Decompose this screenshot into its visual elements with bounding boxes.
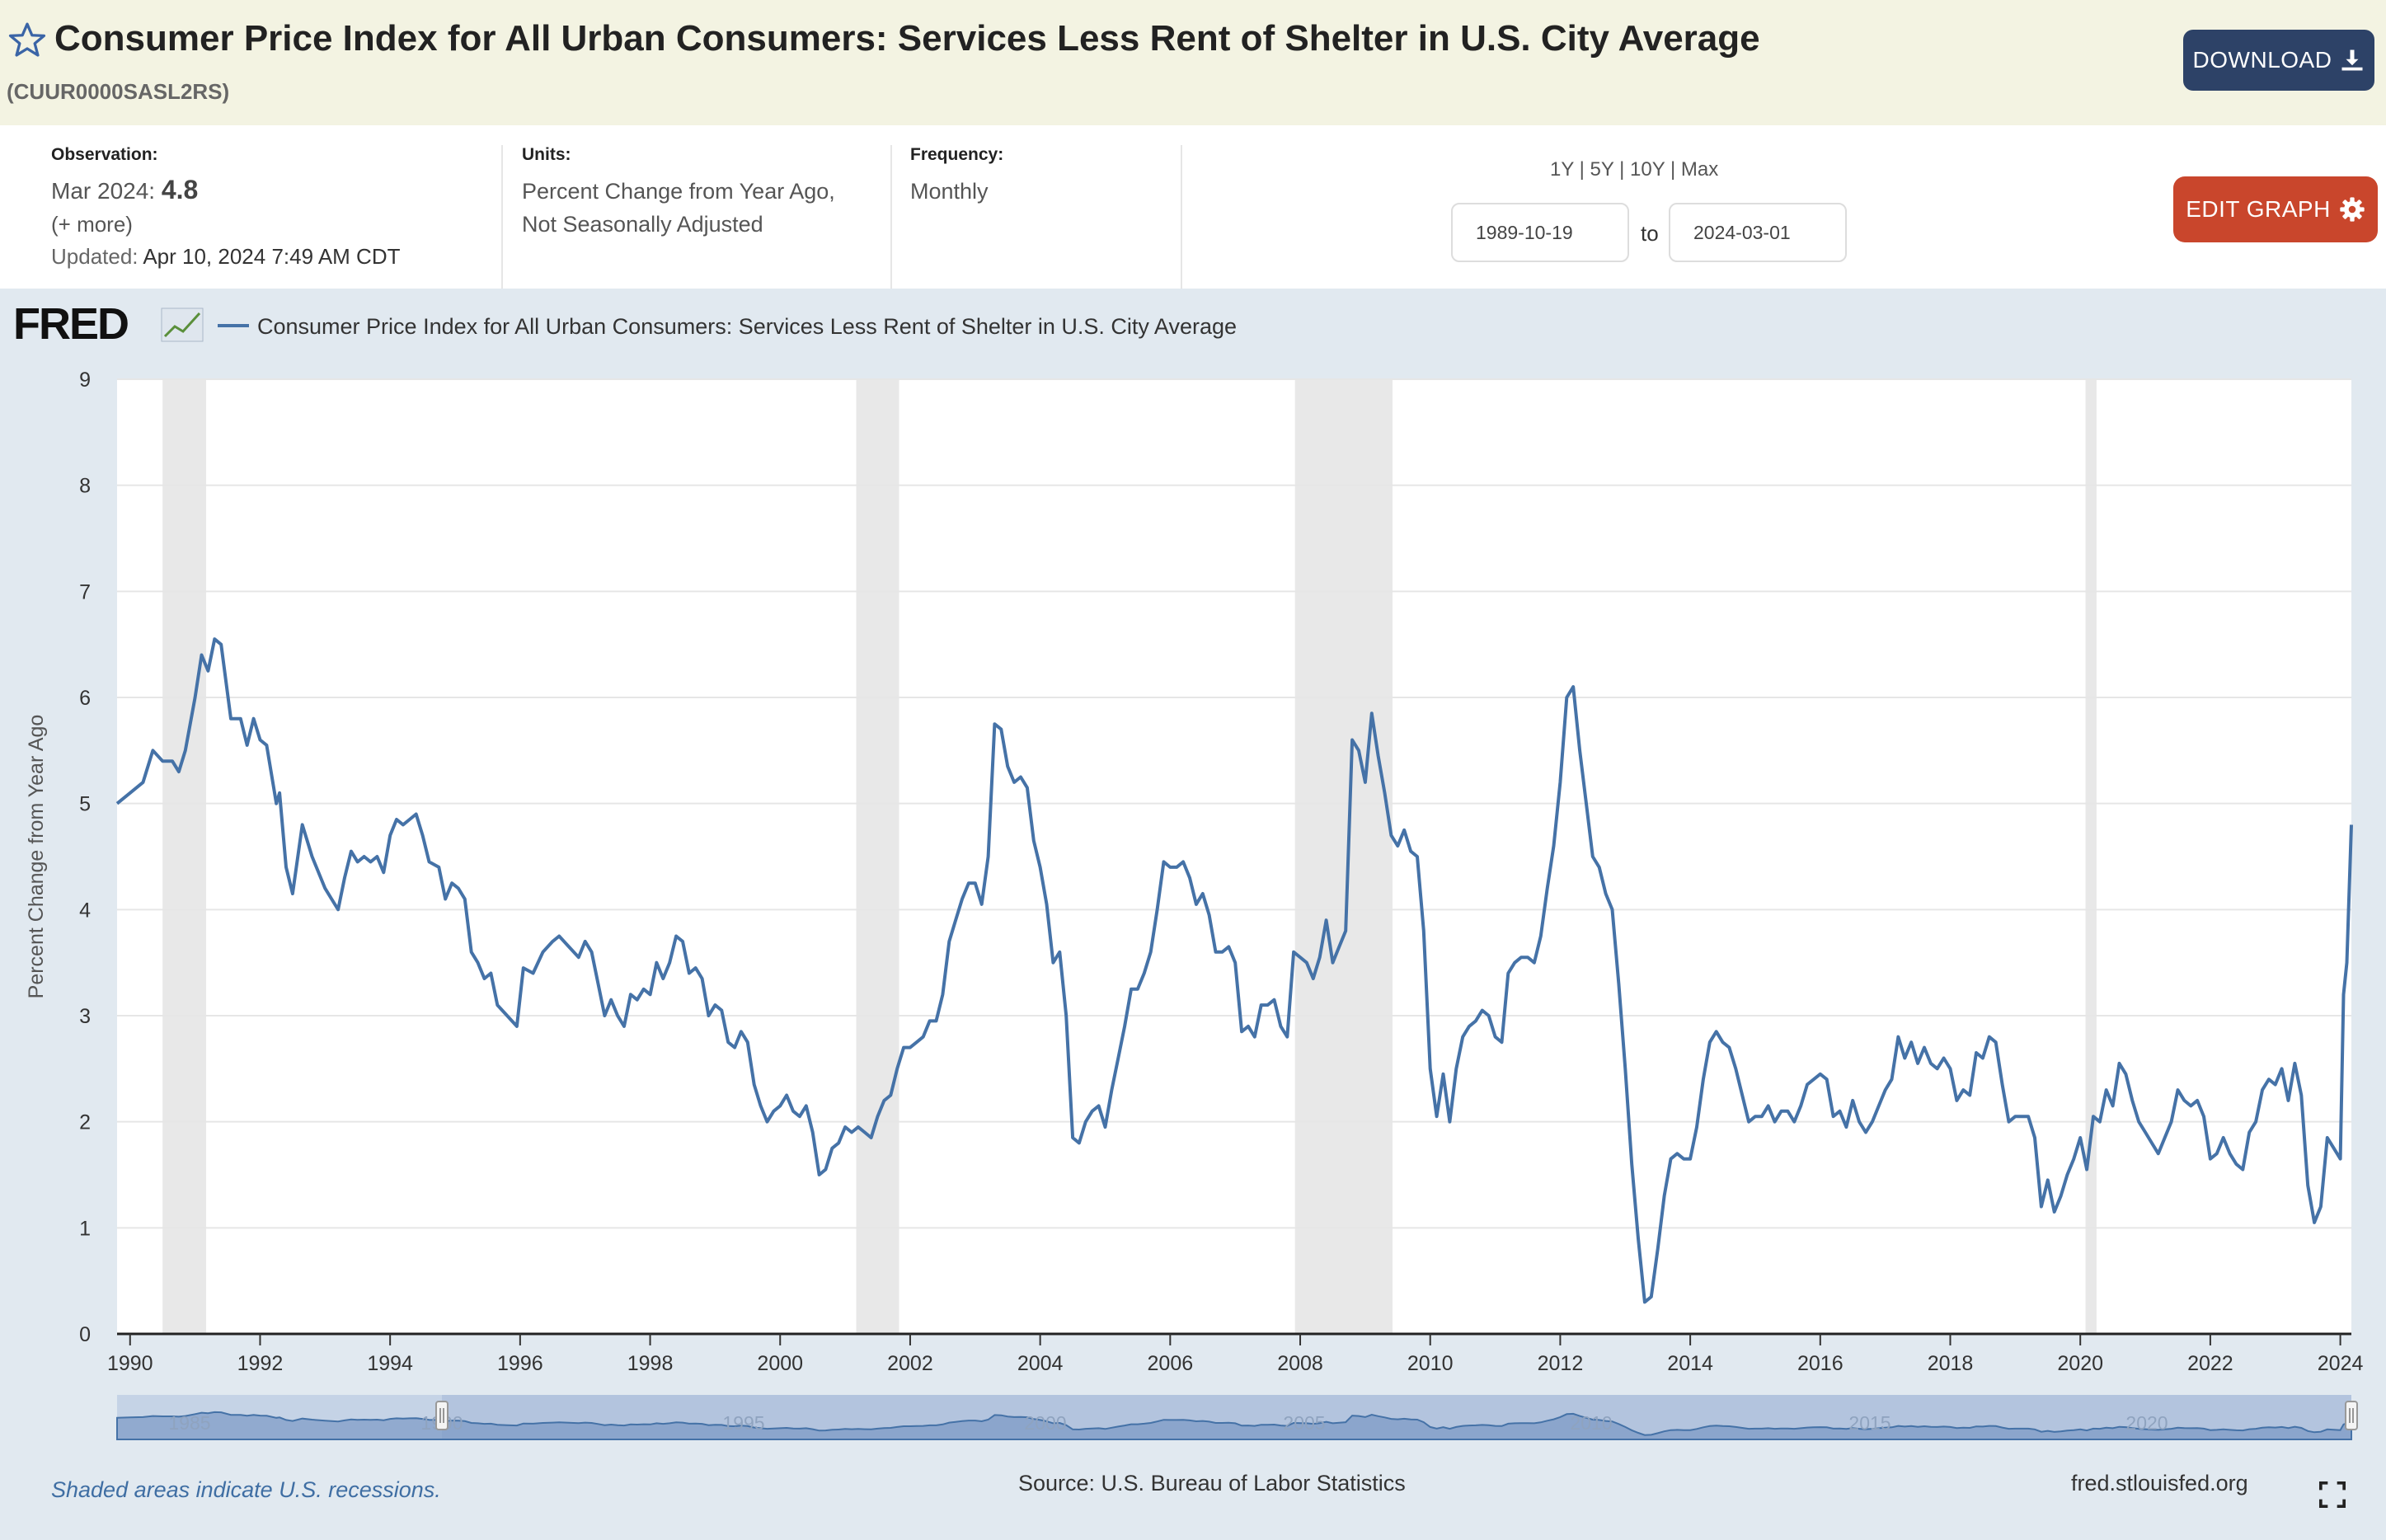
fred-chart-icon-frame xyxy=(161,308,204,342)
units-label: Units: xyxy=(522,145,571,164)
y-tick-label: 6 xyxy=(79,687,91,710)
info-bar: Observation: Mar 2024: 4.8 (+ more) Upda… xyxy=(0,125,2386,289)
fred-logo: FRED xyxy=(13,299,128,349)
x-tick-label: 2016 xyxy=(1797,1352,1844,1375)
navigator-label: 2005 xyxy=(1283,1412,1325,1434)
x-tick-label: 2006 xyxy=(1148,1352,1194,1375)
navigator-label: 2000 xyxy=(1024,1412,1066,1434)
navigator-handle[interactable] xyxy=(2345,1401,2358,1430)
x-tick-label: 2012 xyxy=(1538,1352,1584,1375)
range-max-link[interactable]: Max xyxy=(1680,158,1719,181)
y-tick-label: 9 xyxy=(79,369,91,392)
updated-label: Updated: xyxy=(51,244,139,269)
frequency-block: Frequency: Monthly xyxy=(910,145,1003,208)
divider xyxy=(1181,145,1182,289)
to-label: to xyxy=(1641,221,1659,246)
navigator-series xyxy=(116,1411,2352,1440)
series-id: (CUUR0000SASL2RS) xyxy=(7,79,230,104)
x-tick-label: 2008 xyxy=(1277,1352,1323,1375)
recession-band xyxy=(1294,379,1393,1334)
recession-note: Shaded areas indicate U.S. recessions. xyxy=(51,1477,441,1502)
observation-value: 4.8 xyxy=(161,175,199,204)
observation-block: Observation: Mar 2024: 4.8 (+ more) Upda… xyxy=(51,145,401,270)
edit-graph-label: EDIT GRAPH xyxy=(2186,196,2331,222)
divider xyxy=(890,145,892,289)
y-tick-label: 8 xyxy=(79,475,91,498)
fullscreen-icon[interactable] xyxy=(2318,1481,2346,1509)
frequency-label: Frequency: xyxy=(910,145,1004,164)
x-tick-label: 2010 xyxy=(1407,1352,1454,1375)
y-tick-label: 5 xyxy=(79,793,91,816)
navigator-handle[interactable] xyxy=(435,1401,449,1430)
observation-line: Mar 2024: 4.8 xyxy=(51,175,401,205)
range-5y-link[interactable]: 5Y xyxy=(1590,158,1614,181)
range-separator: | xyxy=(1619,158,1630,181)
navigator-label: 2015 xyxy=(1848,1412,1890,1434)
range-separator: | xyxy=(1670,158,1681,181)
chart: 0 1 2 3 4 5 6 7 8 9 1990 1992 1994 1996 1998 2000 2002 20… xyxy=(13,299,2364,1440)
fred-chart-icon xyxy=(161,308,204,342)
source-text: Source: U.S. Bureau of Labor Statistics xyxy=(1018,1471,1406,1495)
y-tick-label: 3 xyxy=(79,1005,91,1028)
end-date-input[interactable] xyxy=(1669,203,1847,262)
x-tick-label: 2018 xyxy=(1928,1352,1974,1375)
y-tick-label: 2 xyxy=(79,1111,91,1134)
site-link[interactable]: fred.stlouisfed.org xyxy=(2071,1471,2248,1495)
download-button[interactable]: DOWNLOAD xyxy=(2183,30,2374,91)
units-line-1: Percent Change from Year Ago, xyxy=(522,179,835,204)
edit-graph-button[interactable]: EDIT GRAPH xyxy=(2173,176,2378,242)
star-outline-icon[interactable] xyxy=(7,20,48,61)
navigator-label: 1995 xyxy=(722,1412,764,1434)
divider xyxy=(501,145,503,289)
start-date-input[interactable] xyxy=(1451,203,1629,262)
navigator-label: 2020 xyxy=(2125,1412,2168,1434)
range-links: 1Y | 5Y | 10Y | Max xyxy=(1550,158,1718,181)
y-tick-label: 7 xyxy=(79,580,91,603)
gear-icon xyxy=(2340,197,2365,222)
recession-band xyxy=(162,379,207,1334)
graph-panel: 0 1 2 3 4 5 6 7 8 9 1990 1992 1994 1996 1998 2000 2002 20… xyxy=(0,289,2386,1540)
frequency-value: Monthly xyxy=(910,179,989,204)
more-link[interactable]: (+ more) xyxy=(51,212,133,237)
navigator-label: 1985 xyxy=(168,1412,210,1434)
updated-value: Apr 10, 2024 7:49 AM CDT xyxy=(143,244,401,269)
x-tick-label: 2004 xyxy=(1017,1352,1064,1375)
units-value: Percent Change from Year Ago, Not Season… xyxy=(522,175,835,241)
updated-line: Updated: Apr 10, 2024 7:49 AM CDT xyxy=(51,244,401,270)
navigator-label: 2010 xyxy=(1570,1412,1612,1434)
fred-chart-icon-line xyxy=(163,312,201,338)
page-title: Consumer Price Index for All Urban Consu… xyxy=(54,18,1760,59)
download-label: DOWNLOAD xyxy=(2192,47,2332,73)
range-1y-link[interactable]: 1Y xyxy=(1550,158,1574,181)
x-tick-label: 2022 xyxy=(2187,1352,2233,1375)
range-10y-link[interactable]: 10Y xyxy=(1630,158,1665,181)
units-block: Units: Percent Change from Year Ago, Not… xyxy=(522,145,835,241)
x-tick-label: 2002 xyxy=(887,1352,933,1375)
x-tick-label: 1992 xyxy=(237,1352,284,1375)
x-tick-label: 2014 xyxy=(1667,1352,1713,1375)
x-tick-label: 2020 xyxy=(2057,1352,2103,1375)
plot-area xyxy=(117,379,2351,1334)
y-tick-label: 4 xyxy=(79,899,91,922)
units-line-2: Not Seasonally Adjusted xyxy=(522,212,763,237)
observation-date: Mar 2024: xyxy=(51,178,156,204)
legend-label: Consumer Price Index for All Urban Consu… xyxy=(257,314,1237,339)
range-separator: | xyxy=(1579,158,1590,181)
page-header: Consumer Price Index for All Urban Consu… xyxy=(0,0,2386,125)
x-tick-label: 1990 xyxy=(107,1352,153,1375)
download-icon xyxy=(2341,49,2363,71)
x-tick-label: 1998 xyxy=(627,1352,674,1375)
x-tick-label: 2000 xyxy=(757,1352,803,1375)
x-tick-label: 1994 xyxy=(367,1352,413,1375)
x-tick-label: 1996 xyxy=(497,1352,543,1375)
series-line xyxy=(115,637,2353,1304)
y-axis-label: Percent Change from Year Ago xyxy=(25,715,48,999)
x-tick-label: 2024 xyxy=(2318,1352,2364,1375)
recession-band xyxy=(856,379,899,1334)
y-tick-label: 1 xyxy=(79,1217,91,1240)
observation-label: Observation: xyxy=(51,145,158,164)
y-tick-label: 0 xyxy=(79,1323,91,1346)
recession-band xyxy=(2085,379,2097,1334)
